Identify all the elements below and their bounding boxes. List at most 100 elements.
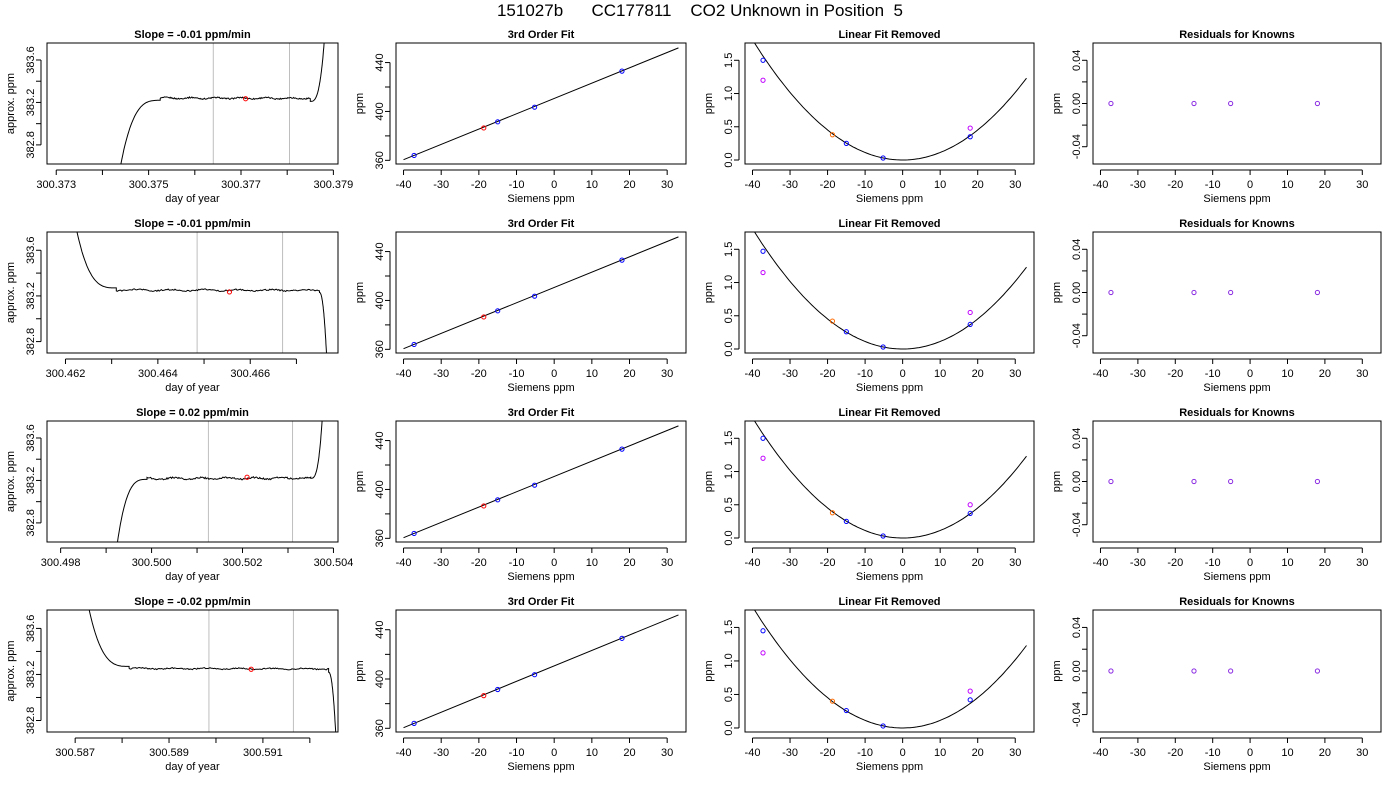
x-tick-label: 300.587	[55, 747, 95, 759]
x-tick-label: -40	[1093, 747, 1109, 759]
data-layer	[120, 43, 325, 164]
plot-frame	[395, 420, 687, 543]
y-tick-label: 0.0	[723, 720, 735, 735]
x-tick-label: 20	[1319, 368, 1331, 380]
x-tick-label: 20	[972, 368, 984, 380]
sample-marker	[244, 474, 250, 480]
x-tick-label: 10	[586, 179, 598, 191]
plot-frame	[46, 231, 339, 354]
x-tick-label: 10	[1281, 179, 1293, 191]
x-tick-label: -20	[471, 557, 487, 569]
y-tick-label: 0.5	[723, 687, 735, 702]
data-layer	[753, 43, 1027, 161]
x-tick-label: 300.373	[36, 179, 76, 191]
x-tick-label: 300.464	[138, 368, 178, 380]
residual-point	[1108, 478, 1114, 485]
x-tick-label: -40	[1093, 368, 1109, 380]
data-layer	[753, 421, 1027, 539]
x-tick-label: -30	[1130, 179, 1146, 191]
x-tick-label: -40	[745, 557, 761, 569]
x-tick-label: 0	[1247, 747, 1253, 759]
known-point	[411, 152, 417, 159]
data-layer	[403, 236, 679, 350]
x-tick-label: -20	[471, 368, 487, 380]
panel-title: Slope = -0.01 ppm/min	[134, 29, 251, 41]
y-tick-label: 440	[374, 431, 386, 449]
x-tick-label: 0	[900, 179, 906, 191]
known-point	[411, 530, 417, 537]
known-point	[531, 482, 538, 488]
y-tick-label: 383.2	[25, 467, 37, 495]
y-tick-label: 383.6	[25, 424, 37, 452]
plot-frame	[744, 42, 1035, 165]
panel-residuals-row2: Residuals for Knowns -40 -30 -20 -10 0 10 20 30 S…	[1051, 218, 1382, 394]
x-tick-label: -20	[820, 747, 836, 759]
y-tick-label: 360	[374, 340, 386, 358]
y-tick-label: 382.8	[25, 707, 37, 735]
panel-residuals-row3: Residuals for Knowns -40 -30 -20 -10 0 10 20 30 S…	[1051, 407, 1382, 583]
y-axis-label: ppm	[1051, 471, 1063, 492]
x-tick-label: -40	[396, 179, 412, 191]
y-tick-label: 1.0	[723, 275, 735, 290]
unknown-point	[481, 125, 487, 131]
x-tick-label: -40	[745, 747, 761, 759]
x-tick-label: -10	[1205, 368, 1221, 380]
x-axis-label: Siemens ppm	[507, 382, 574, 394]
residual-point	[1228, 100, 1234, 107]
x-tick-label: 300.502	[223, 557, 263, 569]
x-tick-label: 30	[1356, 179, 1368, 191]
known-point	[495, 119, 501, 125]
y-axis-label: approx. ppm	[5, 73, 17, 134]
y-tick-label: 440	[374, 621, 386, 639]
known-point	[880, 155, 886, 161]
residual-point	[1191, 668, 1197, 674]
x-tick-label: 0	[900, 557, 906, 569]
x-tick-label: 300.375	[129, 179, 169, 191]
unknown-point	[829, 318, 836, 324]
magenta-point	[760, 269, 766, 276]
fit-line	[403, 236, 679, 350]
x-tick-label: 30	[661, 368, 673, 380]
y-tick-label: 360	[374, 151, 386, 169]
known-point	[843, 518, 849, 524]
x-tick-label: 10	[934, 368, 946, 380]
x-tick-label: 0	[551, 557, 557, 569]
y-tick-label: -0.04	[1071, 702, 1083, 727]
x-tick-label: 10	[934, 179, 946, 191]
plot-frame	[46, 609, 339, 733]
residual-curve	[753, 610, 1027, 729]
y-tick-label: 400	[374, 480, 386, 498]
y-tick-label: -0.04	[1071, 134, 1083, 159]
sample-marker	[226, 289, 233, 295]
x-tick-label: -20	[1167, 747, 1183, 759]
panel-fit-row2: 3rd Order Fit -40 -30 -20 -10 0 10 20 30 Siemens …	[354, 218, 687, 394]
plot-frame	[395, 231, 687, 354]
known-point	[531, 672, 538, 678]
panel-timeseries-row1: Slope = -0.01 ppm/min 300.373 300.375 300.3…	[5, 29, 353, 205]
residual-point	[1108, 289, 1114, 296]
y-tick-label: 0.04	[1071, 428, 1083, 449]
panel-title: Residuals for Knowns	[1179, 218, 1295, 230]
panel-title: Linear Fit Removed	[838, 596, 940, 608]
y-tick-label: 0.5	[723, 497, 735, 512]
concentration-trace	[117, 421, 323, 542]
panel-title: 3rd Order Fit	[508, 218, 575, 230]
y-tick-label: 1.5	[723, 242, 735, 257]
x-tick-label: -10	[509, 179, 525, 191]
x-tick-label: 20	[1319, 557, 1331, 569]
known-point	[411, 341, 417, 348]
plot-frame	[744, 231, 1035, 354]
y-tick-label: -0.04	[1071, 323, 1083, 348]
residual-point	[1108, 100, 1114, 107]
plot-frame	[1092, 420, 1382, 543]
x-tick-label: 20	[623, 368, 635, 380]
x-tick-label: -40	[745, 368, 761, 380]
panel-title: 3rd Order Fit	[508, 29, 575, 41]
x-tick-label: 20	[1319, 747, 1331, 759]
panel-fit-row3: 3rd Order Fit -40 -30 -20 -10 0 10 20 30 Siemens …	[354, 407, 687, 583]
x-tick-label: -30	[1130, 368, 1146, 380]
x-tick-label: -40	[396, 557, 412, 569]
y-tick-label: 0.5	[723, 308, 735, 323]
panel-title: Linear Fit Removed	[838, 218, 940, 230]
x-tick-label: -30	[782, 747, 798, 759]
